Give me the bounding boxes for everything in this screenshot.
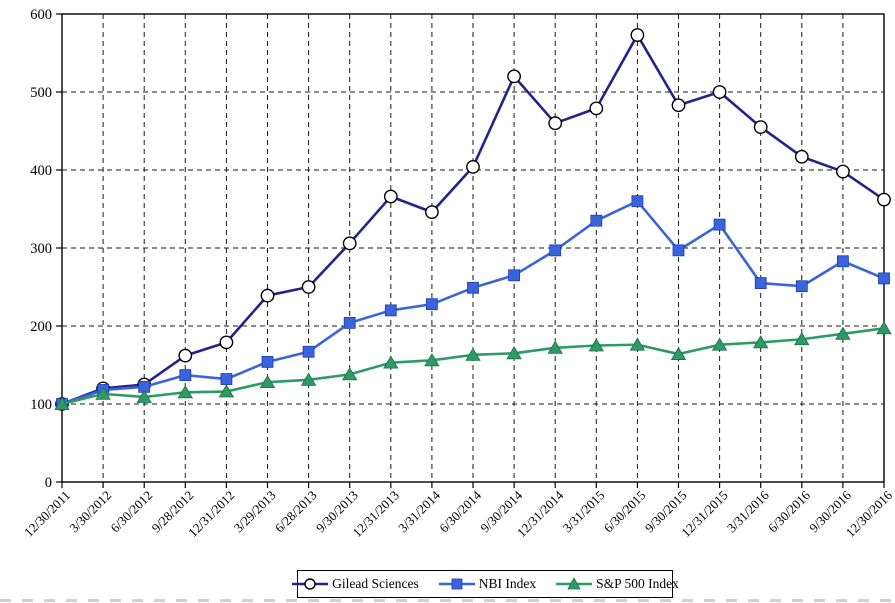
x-axis-label: 6/30/2015 — [601, 488, 649, 536]
marker-s-p-500-index — [876, 321, 892, 335]
marker-gilead-sciences — [507, 69, 521, 84]
marker-nbi-index — [261, 355, 274, 368]
marker-s-p-500-index — [136, 389, 152, 403]
marker-gilead-sciences — [712, 85, 727, 99]
y-axis-label: 300 — [30, 241, 52, 257]
y-axis-label: 100 — [30, 397, 52, 413]
marker-gilead-sciences — [260, 288, 275, 303]
marker-nbi-index — [302, 345, 315, 358]
x-axis-label: 12/30/2011 — [21, 488, 73, 540]
marker-nbi-index — [795, 280, 808, 293]
cropped-text-artifact — [0, 599, 895, 602]
x-axis-label: 3/30/2012 — [66, 488, 114, 536]
marker-s-p-500-index — [95, 386, 111, 400]
marker-s-p-500-index — [342, 367, 358, 381]
y-axis-label: 400 — [30, 163, 52, 179]
marker-s-p-500-index — [383, 355, 399, 369]
nbi-line-square-marker-icon — [438, 578, 475, 590]
gilead-line-circle-marker-icon — [292, 578, 329, 590]
marker-nbi-index — [590, 214, 603, 227]
marker-s-p-500-index — [218, 384, 235, 398]
marker-nbi-index — [754, 277, 767, 290]
y-axis-label: 200 — [30, 319, 52, 335]
marker-gilead-sciences — [836, 164, 850, 179]
marker-s-p-500-index — [259, 374, 276, 389]
marker-s-p-500-index — [465, 347, 481, 361]
marker-s-p-500-index — [54, 396, 70, 410]
marker-nbi-index — [549, 244, 562, 257]
marker-s-p-500-index — [547, 340, 563, 354]
marker-s-p-500-index — [629, 337, 646, 351]
marker-gilead-sciences — [877, 192, 891, 207]
y-axis-label: 600 — [30, 7, 52, 23]
marker-gilead-sciences — [589, 101, 604, 116]
marker-gilead-sciences — [671, 98, 686, 113]
y-axis-label: 500 — [30, 85, 52, 101]
marker-nbi-index — [508, 269, 521, 282]
marker-nbi-index — [837, 255, 849, 268]
marker-s-p-500-index — [424, 353, 440, 367]
marker-s-p-500-index — [794, 331, 810, 346]
marker-nbi-index — [467, 281, 479, 294]
marker-s-p-500-index — [177, 385, 193, 399]
performance-line-chart: 010020030040050060012/30/20113/30/20126/… — [21, 7, 895, 540]
marker-nbi-index — [878, 272, 890, 285]
marker-gilead-sciences — [178, 348, 193, 363]
marker-nbi-index — [220, 373, 233, 385]
chart-legend: Gilead Sciences NBI Index S&P 500 Index — [292, 570, 679, 598]
marker-gilead-sciences — [794, 149, 809, 164]
x-axis-label: 6/30/2012 — [107, 488, 155, 536]
x-axis-label: 6/28/2013 — [272, 488, 320, 536]
marker-nbi-index — [672, 244, 685, 257]
marker-s-p-500-index — [588, 338, 604, 352]
marker-s-p-500-index — [300, 372, 317, 386]
marker-gilead-sciences — [753, 120, 768, 135]
x-axis-label: 3/29/2013 — [231, 488, 279, 536]
marker-s-p-500-index — [753, 335, 769, 349]
legend-item-nbi-index: NBI Index — [438, 576, 536, 592]
marker-gilead-sciences — [424, 205, 439, 220]
marker-s-p-500-index — [670, 346, 687, 360]
marker-nbi-index — [343, 316, 356, 329]
y-axis-label: 0 — [45, 475, 52, 491]
marker-gilead-sciences — [383, 189, 398, 204]
x-axis-label: 6/30/2014 — [436, 487, 484, 535]
marker-nbi-index — [384, 304, 397, 317]
legend-label-gilead: Gilead Sciences — [332, 576, 419, 591]
legend-label-nbi: NBI Index — [478, 576, 537, 591]
marker-gilead-sciences — [630, 28, 645, 42]
legend-item-sp500-index: S&P 500 Index — [555, 576, 679, 592]
marker-gilead-sciences — [219, 335, 234, 350]
marker-nbi-index — [425, 298, 438, 311]
marker-gilead-sciences — [466, 159, 480, 174]
marker-s-p-500-index — [506, 346, 522, 360]
legend-item-gilead-sciences: Gilead Sciences — [291, 576, 419, 592]
sp500-line-triangle-marker-icon — [556, 577, 593, 590]
marker-gilead-sciences — [548, 116, 563, 131]
marker-gilead-sciences — [301, 280, 316, 294]
marker-gilead-sciences — [342, 236, 357, 251]
x-axis-label: 3/31/2015 — [560, 488, 608, 536]
marker-nbi-index — [713, 218, 726, 231]
x-axis-label: 6/30/2016 — [765, 487, 813, 535]
marker-nbi-index — [179, 369, 192, 382]
legend-label-sp500: S&P 500 Index — [596, 576, 679, 591]
marker-s-p-500-index — [835, 326, 851, 340]
marker-nbi-index — [631, 195, 644, 208]
x-axis-label: 3/31/2014 — [395, 487, 443, 535]
marker-s-p-500-index — [711, 337, 728, 351]
x-axis-label: 3/31/2016 — [724, 487, 772, 535]
